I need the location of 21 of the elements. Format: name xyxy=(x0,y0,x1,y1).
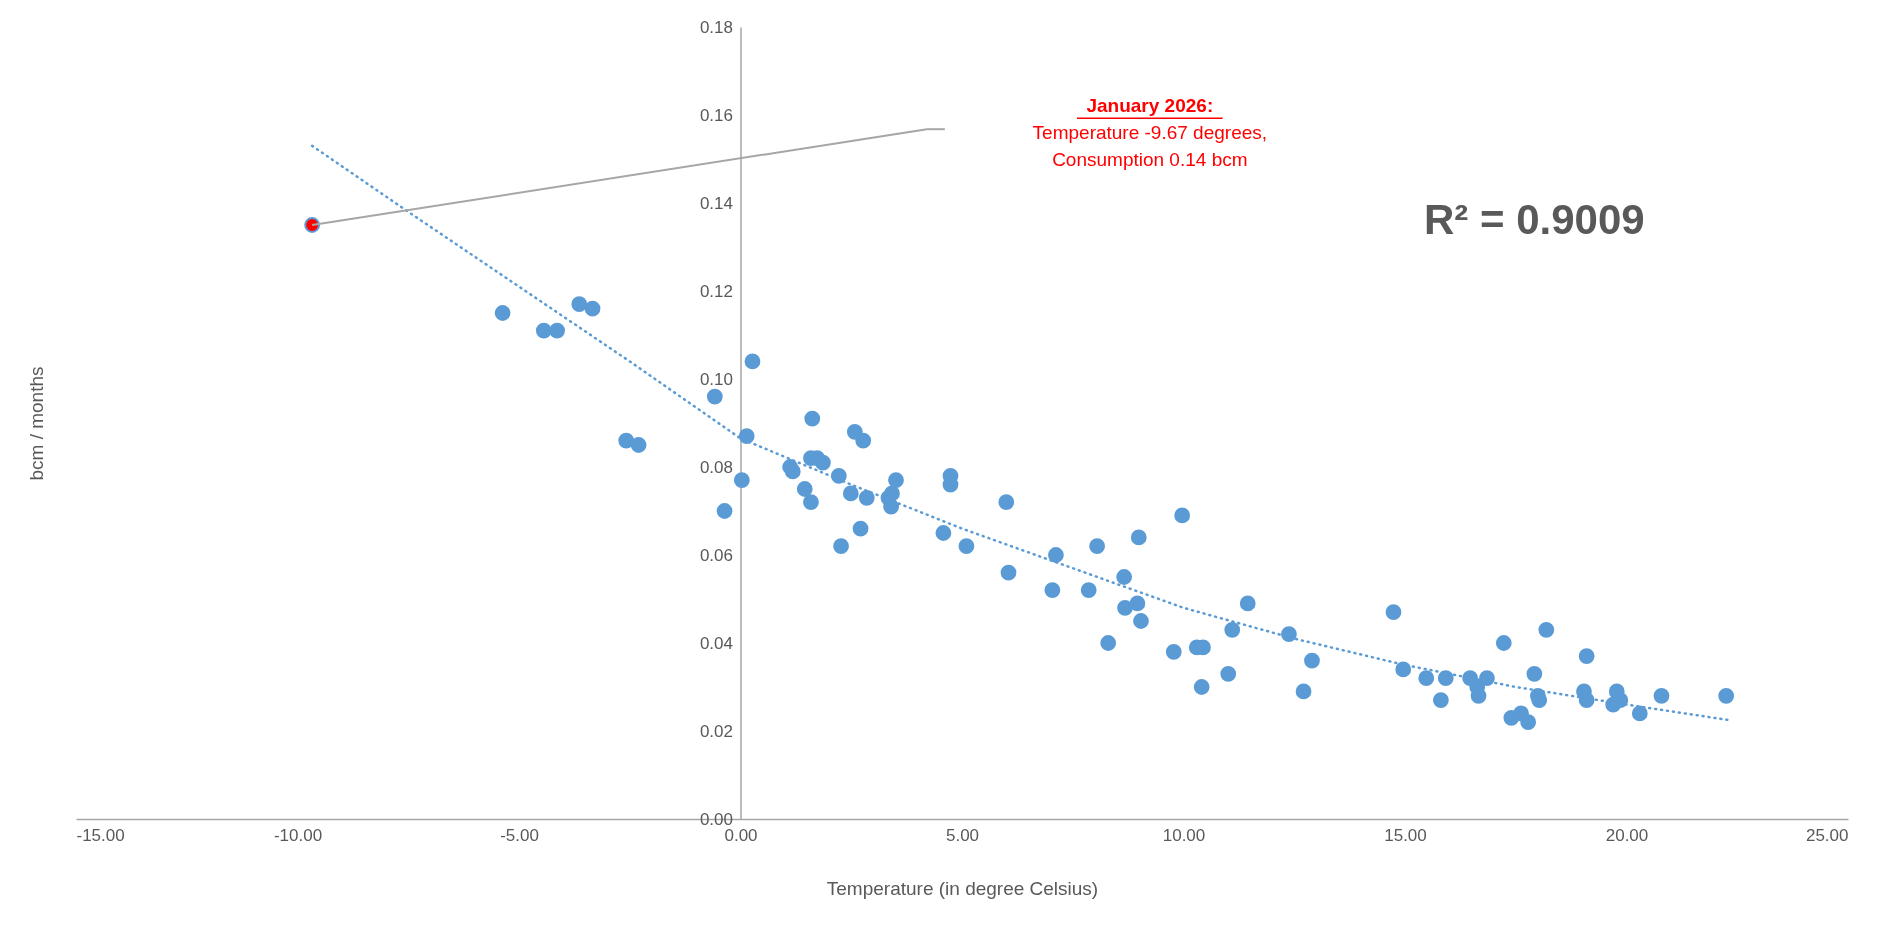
x-tick-label: 20.00 xyxy=(1605,825,1649,845)
y-tick-label: 0.02 xyxy=(699,721,733,741)
x-tick-label: 15.00 xyxy=(1384,825,1427,845)
x-tick-label: 5.00 xyxy=(945,825,980,845)
x-axis-title: Temperature (in degree Celsius) xyxy=(826,877,1099,899)
x-tick-label: -5.00 xyxy=(500,825,539,845)
annotation: January 2026: Temperature -9.67 degrees, Consumption 0.14 bcm xyxy=(1032,95,1268,171)
y-tick-label: 0.06 xyxy=(699,545,733,565)
y-axis-title: bcm / months xyxy=(25,366,47,481)
x-tick-label: 10.00 xyxy=(1162,825,1206,845)
y-tick-label: 0.08 xyxy=(699,457,733,477)
x-tick-label: -10.00 xyxy=(273,825,323,845)
y-tick-label: 0.14 xyxy=(699,193,733,213)
x-tick-label: 25.00 xyxy=(1805,825,1849,845)
annotation: R² = 0.9009 xyxy=(1424,196,1645,244)
y-tick-label: 0.16 xyxy=(699,105,733,125)
x-tick-label: -15.00 xyxy=(76,825,125,845)
y-tick-label: 0.18 xyxy=(699,17,733,37)
y-tick-label: 0.12 xyxy=(699,281,733,301)
y-tick-label: 0.10 xyxy=(699,369,733,389)
y-tick-label: 0.04 xyxy=(699,633,733,653)
